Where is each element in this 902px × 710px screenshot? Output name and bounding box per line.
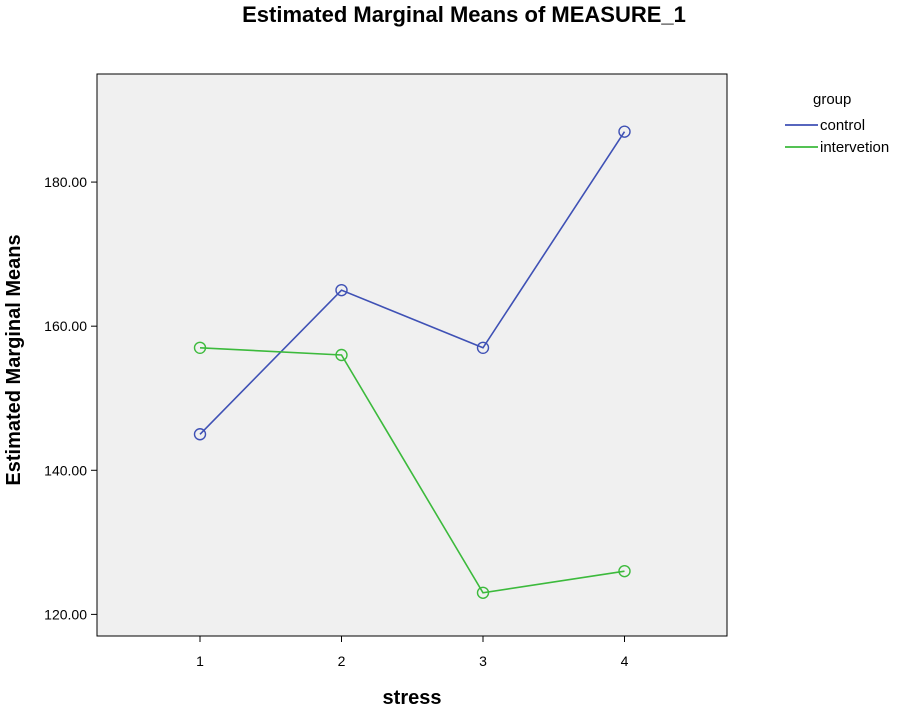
legend-label: control xyxy=(820,117,865,134)
data-point xyxy=(193,428,207,441)
y-tick-label: 180.00 xyxy=(44,174,87,190)
plot-area xyxy=(96,73,728,637)
series-control xyxy=(193,125,631,441)
data-point xyxy=(335,283,348,297)
y-tick-label: 120.00 xyxy=(44,606,87,622)
y-axis: 120.00 140.00 160.00 180.00 xyxy=(44,174,97,622)
legend-item-intervetion: intervetion xyxy=(785,139,889,156)
x-tick-label: 2 xyxy=(338,653,346,669)
data-point xyxy=(618,125,631,138)
legend-item-control: control xyxy=(785,117,865,134)
x-axis-title: stress xyxy=(383,687,442,709)
series-line xyxy=(199,131,626,435)
series-intervetion xyxy=(193,341,631,599)
x-axis: 1 2 3 4 xyxy=(196,636,629,669)
legend-title: group xyxy=(813,91,851,108)
y-tick-label: 140.00 xyxy=(44,462,87,478)
data-point xyxy=(618,564,631,578)
data-point xyxy=(193,341,207,354)
data-point xyxy=(335,348,348,362)
x-tick-label: 3 xyxy=(479,653,487,669)
series-line xyxy=(199,346,625,594)
y-axis-title: Estimated Marginal Means xyxy=(3,234,25,485)
data-point xyxy=(476,586,490,599)
y-tick-label: 160.00 xyxy=(44,318,87,334)
legend-label: intervetion xyxy=(820,139,889,156)
series-layer xyxy=(193,125,631,599)
data-point xyxy=(476,341,490,354)
x-tick-label: 1 xyxy=(196,653,204,669)
x-tick-label: 4 xyxy=(621,653,629,669)
legend: group control intervetion xyxy=(785,91,889,156)
chart-title: Estimated Marginal Means of MEASURE_1 xyxy=(242,2,686,27)
